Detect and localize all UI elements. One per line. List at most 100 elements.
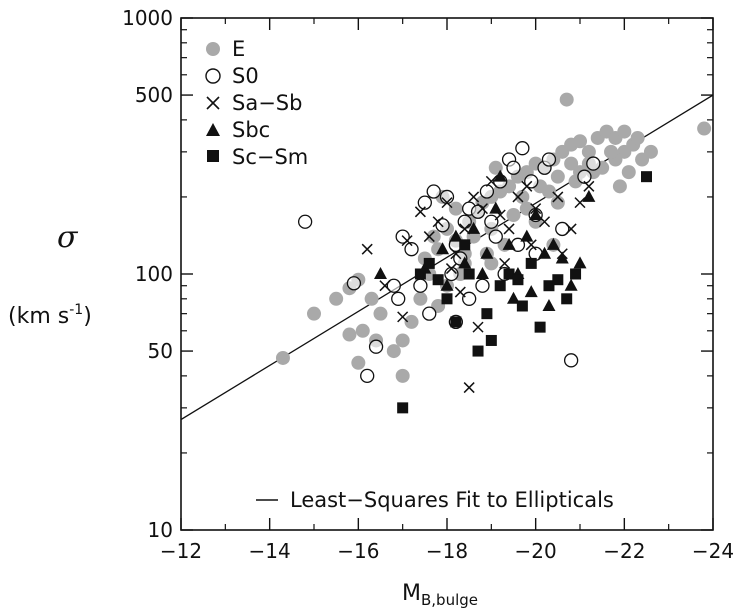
point-sbc [502, 237, 516, 250]
point-sc-sm [397, 402, 409, 414]
point-e [395, 333, 410, 348]
x-axis-title-sub: B,bulge [421, 591, 478, 609]
point-sbc [555, 251, 569, 264]
point-e [373, 306, 388, 321]
y-axis-unit-base: (km s [8, 304, 69, 329]
point-s0 [386, 278, 401, 293]
point-sc-sm [414, 268, 426, 280]
point-sc-sm [423, 257, 435, 269]
point-e [630, 130, 645, 145]
point-sbc [374, 267, 387, 279]
point-e [643, 144, 658, 159]
point-s0 [479, 184, 495, 199]
point-sbc [475, 267, 489, 279]
point-e [573, 134, 587, 149]
point-e [604, 144, 619, 159]
point-sc-sm [534, 321, 546, 333]
point-s0 [577, 169, 592, 184]
point-sa-sb [441, 197, 453, 209]
legend-label-sc-sm: Sc−Sm [232, 145, 308, 169]
point-sc-sm [472, 345, 484, 357]
point-sbc [520, 229, 534, 242]
point-s0 [404, 242, 419, 257]
point-s0 [457, 214, 472, 229]
point-sbc [546, 237, 560, 250]
point-sbc [436, 242, 450, 255]
point-e [581, 144, 596, 159]
x-tick-label: −14 [249, 539, 291, 563]
point-s0 [422, 306, 437, 321]
point-sa-sb [361, 243, 373, 255]
point-sa-sb [445, 263, 457, 275]
legend-marker-s0 [205, 68, 221, 84]
y-axis-unit-close: ) [83, 304, 92, 329]
point-s0 [475, 278, 490, 293]
x-axis-title: MB,bulge [402, 581, 478, 609]
point-s0 [470, 204, 486, 219]
point-sa-sb [565, 223, 577, 235]
point-s0 [297, 214, 313, 229]
fit-legend: Least−Squares Fit to Ellipticals [256, 488, 614, 512]
legend-marker-sbc [206, 123, 220, 136]
point-sc-sm [570, 268, 582, 280]
point-sbc [480, 246, 494, 259]
point-s0 [462, 291, 477, 306]
point-s0 [439, 189, 455, 205]
point-s0 [555, 221, 570, 237]
point-s0 [586, 156, 601, 171]
y-axis-symbol: σ [57, 220, 79, 255]
point-s0 [444, 266, 459, 282]
point-s0 [488, 229, 503, 244]
x-tick-label: −18 [426, 539, 468, 563]
point-sbc [440, 278, 454, 291]
point-sc-sm [463, 268, 475, 280]
x-tick-label: −24 [692, 539, 734, 563]
point-sc-sm [561, 293, 573, 305]
point-s0 [368, 339, 384, 354]
point-s0 [563, 353, 579, 368]
x-tick-label: −22 [603, 539, 645, 563]
point-sc-sm [441, 293, 453, 305]
y-axis-unit-exp: -1 [69, 302, 83, 318]
data-points [275, 92, 712, 414]
point-s0 [391, 291, 406, 306]
point-sa-sb [503, 223, 515, 235]
point-e [612, 179, 627, 194]
point-s0 [413, 278, 428, 293]
point-sbc [524, 285, 538, 298]
point-sa-sb [476, 203, 488, 215]
point-sc-sm [641, 171, 652, 183]
point-sbc [529, 208, 543, 221]
point-sc-sm [525, 257, 537, 269]
point-e [413, 291, 428, 306]
point-e [559, 92, 574, 107]
point-e [275, 350, 290, 365]
point-sa-sb [454, 286, 466, 298]
point-e [550, 169, 565, 184]
legend-label-e: E [232, 37, 245, 61]
point-sbc [564, 278, 578, 291]
point-sa-sb [552, 191, 564, 203]
point-sa-sb [379, 280, 391, 292]
y-tick-label: 50 [148, 339, 173, 363]
point-e [550, 195, 565, 210]
point-sa-sb [414, 206, 426, 218]
point-e [329, 291, 344, 306]
point-sbc [449, 229, 463, 242]
point-sbc [493, 169, 507, 182]
y-tick-label: 10 [148, 518, 173, 542]
point-s0 [506, 160, 521, 175]
point-e [355, 323, 370, 338]
point-sbc [458, 256, 472, 269]
point-sa-sb [397, 311, 409, 323]
point-s0 [484, 214, 499, 229]
point-sc-sm [481, 308, 493, 320]
point-sc-sm [432, 274, 444, 286]
x-axis-title-main: M [402, 581, 421, 606]
y-tick-label: 500 [135, 83, 173, 107]
point-sa-sb [472, 321, 484, 333]
point-e [342, 327, 357, 342]
point-sc-sm [543, 280, 555, 292]
legend-marker-e [206, 42, 220, 56]
point-sa-sb [432, 216, 444, 228]
